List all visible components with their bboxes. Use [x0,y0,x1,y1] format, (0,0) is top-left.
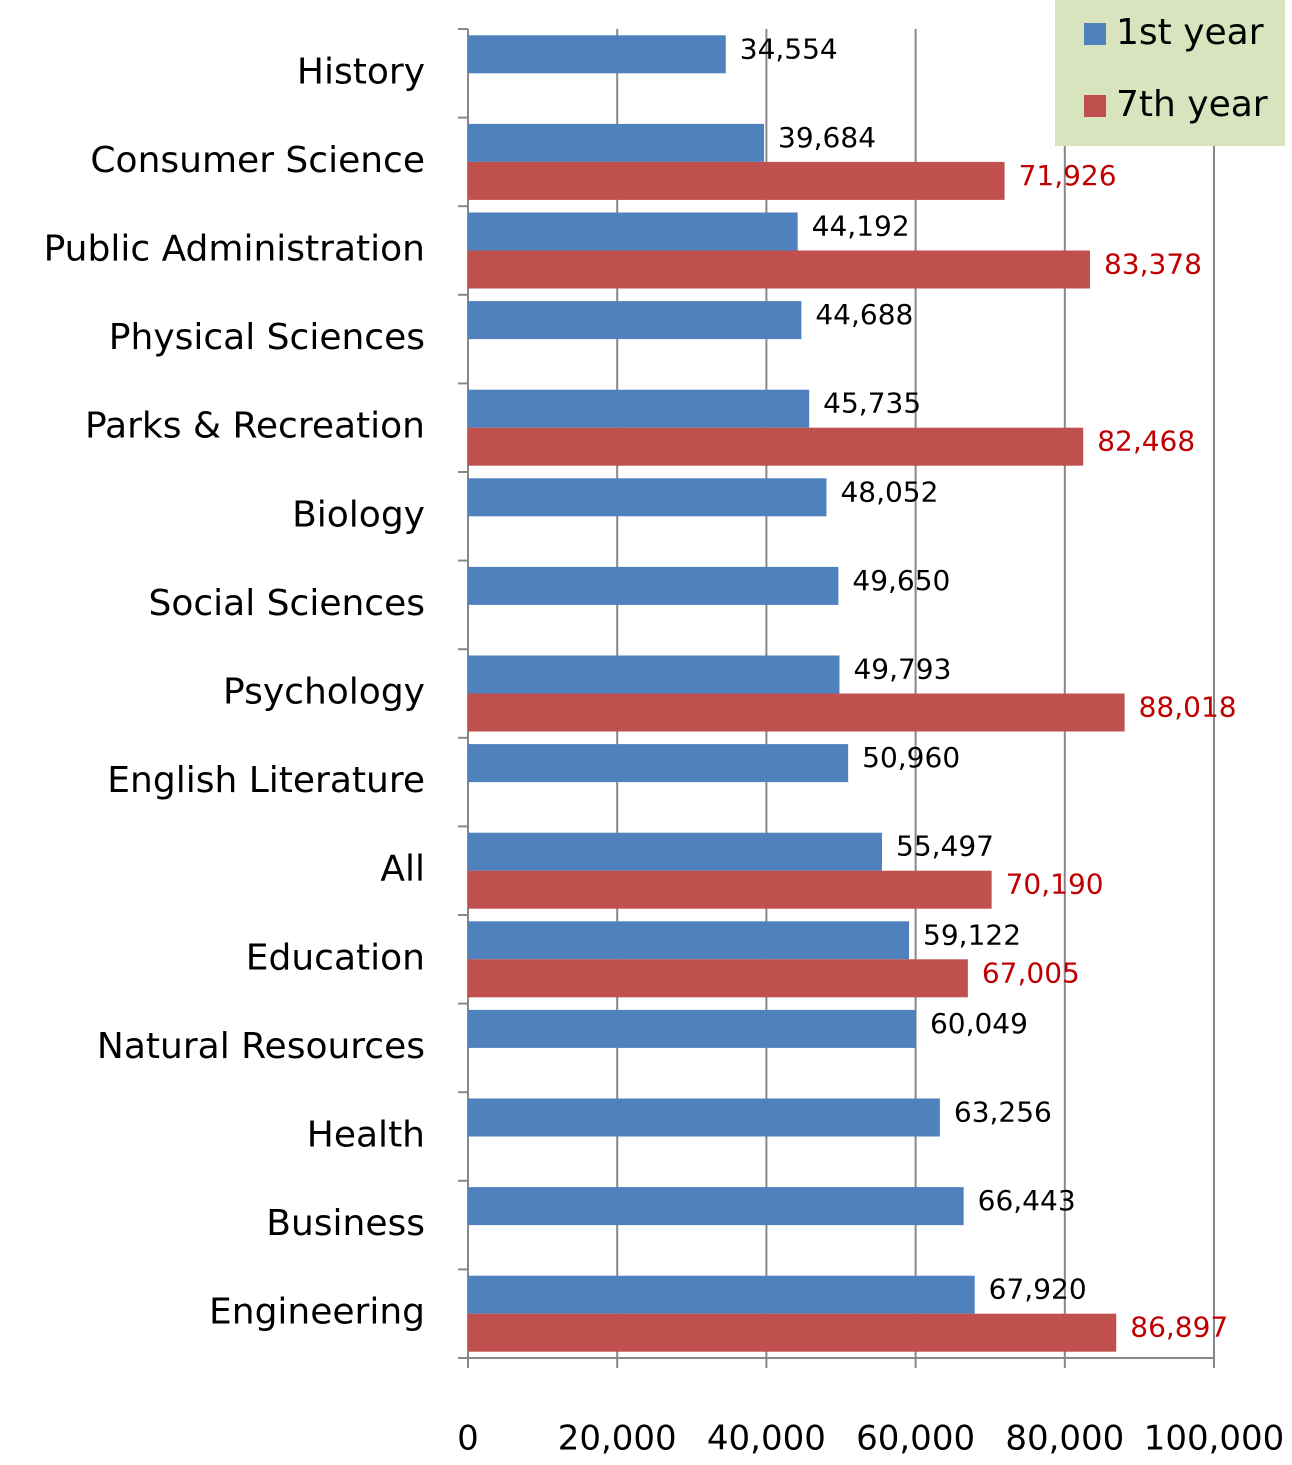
x-tick-label: 100,000 [1144,1419,1285,1459]
bar [468,1187,964,1226]
value-label: 82,468 [1097,425,1195,458]
bar [468,566,839,605]
value-label: 50,960 [862,741,960,774]
category-label: Natural Resources [97,1026,425,1067]
bar [468,959,968,998]
value-label: 88,018 [1139,691,1237,724]
category-label: Health [307,1115,425,1156]
value-label: 34,554 [740,32,838,65]
bar [468,161,1005,200]
bar [468,123,765,162]
category-label: Psychology [223,672,425,713]
category-label: Education [246,937,425,978]
value-label: 66,443 [978,1184,1076,1217]
category-label: Engineering [209,1292,425,1333]
bar [468,427,1084,466]
value-label: 49,650 [852,564,950,597]
category-label: Parks & Recreation [85,406,425,447]
value-label: 44,192 [812,210,910,243]
category-label: Consumer Science [90,140,425,181]
value-label: 59,122 [923,918,1021,951]
bar [468,870,992,909]
value-label: 39,684 [778,121,876,154]
x-tick-label: 60,000 [856,1419,975,1459]
value-label: 45,735 [823,387,921,420]
bar [468,1313,1117,1352]
bar [468,832,883,871]
legend-label: 1st year [1116,12,1264,53]
bar [468,389,810,428]
bar [468,655,840,694]
legend-swatch [1084,23,1106,45]
value-label: 71,926 [1019,159,1117,192]
value-label: 44,688 [815,298,913,331]
bar [468,1275,975,1314]
bar [468,250,1090,289]
category-label: Business [266,1203,425,1244]
value-label: 83,378 [1104,248,1202,281]
x-tick-label: 80,000 [1005,1419,1124,1459]
legend-label: 7th year [1116,84,1268,125]
legend-swatch [1084,95,1106,117]
value-label: 67,920 [989,1273,1087,1306]
category-label: All [380,849,425,890]
category-label: English Literature [107,760,425,801]
value-label: 86,897 [1130,1311,1228,1344]
bar [468,1098,940,1137]
x-tick-label: 40,000 [707,1419,826,1459]
value-label: 63,256 [954,1096,1052,1129]
x-tick-label: 20,000 [558,1419,677,1459]
bar [468,1009,916,1048]
category-label: Social Sciences [149,583,426,624]
value-label: 55,497 [896,830,994,863]
bar [468,35,726,74]
bar [468,693,1125,732]
bar [468,212,798,251]
category-label: Public Administration [44,229,425,270]
category-label: History [297,51,425,92]
bar [468,744,849,783]
value-label: 67,005 [982,956,1080,989]
category-label: Physical Sciences [109,317,425,358]
value-label: 49,793 [853,653,951,686]
value-label: 60,049 [930,1007,1028,1040]
bar [468,921,910,960]
bar [468,301,802,340]
bar [468,478,827,517]
x-tick-label: 0 [457,1419,479,1459]
value-label: 70,190 [1006,868,1104,901]
category-label: Biology [292,494,425,535]
value-label: 48,052 [840,475,938,508]
